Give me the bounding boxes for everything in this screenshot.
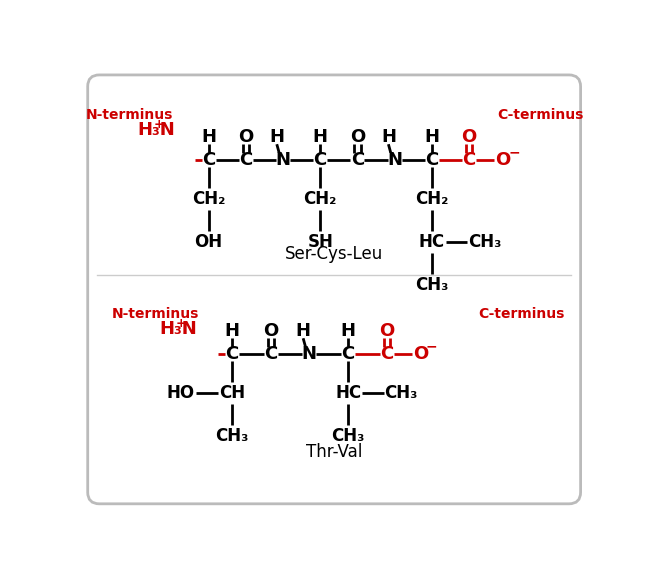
Text: C: C <box>342 345 355 363</box>
Text: CH₃: CH₃ <box>415 276 449 294</box>
Text: −: − <box>426 339 437 353</box>
Text: H: H <box>201 128 216 146</box>
Text: H: H <box>295 321 310 340</box>
Text: CH₃: CH₃ <box>331 427 364 445</box>
Text: N: N <box>276 151 291 168</box>
Text: CH₃: CH₃ <box>468 233 501 251</box>
Text: Ser-Cys-Leu: Ser-Cys-Leu <box>285 245 383 262</box>
Text: H₃N: H₃N <box>159 320 197 338</box>
Text: C-terminus: C-terminus <box>497 108 584 122</box>
Text: H: H <box>381 128 396 146</box>
Text: C: C <box>380 345 393 363</box>
Text: N-terminus: N-terminus <box>86 108 173 122</box>
FancyBboxPatch shape <box>88 75 580 504</box>
Text: C: C <box>264 345 277 363</box>
Text: Thr-Val: Thr-Val <box>306 444 363 461</box>
Text: N: N <box>302 345 317 363</box>
Text: HC: HC <box>419 233 445 251</box>
Text: C: C <box>314 151 327 168</box>
Text: C: C <box>462 151 475 168</box>
Text: SH: SH <box>307 233 333 251</box>
Text: H: H <box>269 128 284 146</box>
Text: O: O <box>496 151 511 168</box>
Text: C-terminus: C-terminus <box>479 307 565 321</box>
Text: CH₂: CH₂ <box>304 190 337 208</box>
Text: H: H <box>313 128 328 146</box>
Text: +: + <box>154 119 164 131</box>
Text: HC: HC <box>335 384 361 402</box>
Text: H: H <box>424 128 439 146</box>
Text: HO: HO <box>167 384 195 402</box>
Text: O: O <box>379 321 394 340</box>
Text: O: O <box>238 128 254 146</box>
Text: O: O <box>413 345 428 363</box>
Text: CH₂: CH₂ <box>192 190 226 208</box>
Text: CH₂: CH₂ <box>415 190 449 208</box>
Text: CH₃: CH₃ <box>384 384 417 402</box>
Text: N: N <box>387 151 402 168</box>
Text: C: C <box>225 345 239 363</box>
Text: C: C <box>239 151 252 168</box>
Text: −: − <box>508 145 520 159</box>
Text: C: C <box>351 151 364 168</box>
Text: O: O <box>263 321 278 340</box>
Text: O: O <box>349 128 365 146</box>
Text: H: H <box>340 321 355 340</box>
Text: CH: CH <box>219 384 245 402</box>
Text: C: C <box>202 151 215 168</box>
Text: C: C <box>425 151 438 168</box>
Text: N-terminus: N-terminus <box>111 307 199 321</box>
Text: O: O <box>462 128 477 146</box>
Text: CH₃: CH₃ <box>215 427 248 445</box>
Text: OH: OH <box>194 233 223 251</box>
Text: H: H <box>224 321 239 340</box>
Text: H₃N: H₃N <box>138 121 175 139</box>
Text: +: + <box>175 317 186 330</box>
